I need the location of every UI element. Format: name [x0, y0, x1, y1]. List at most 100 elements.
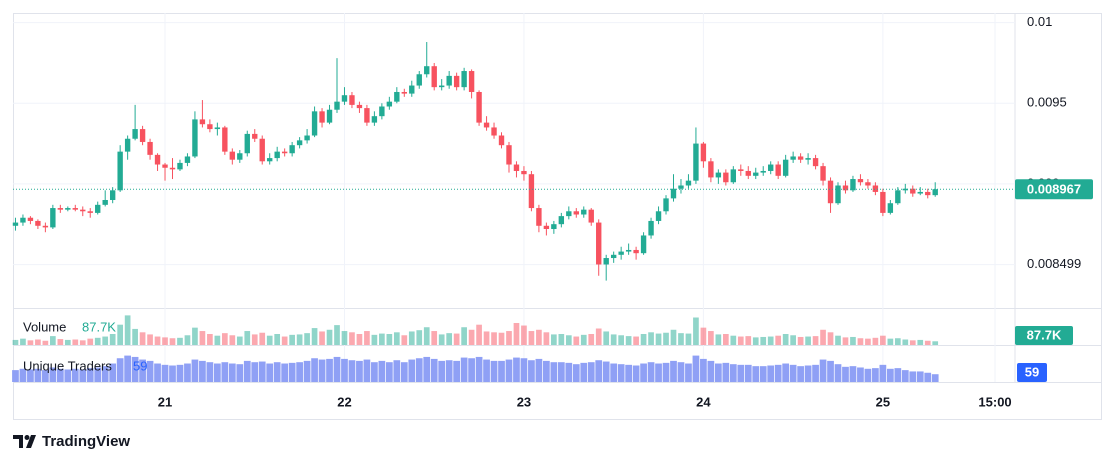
traders-bar [505, 359, 513, 382]
traders-bar [752, 366, 760, 382]
volume-bar [42, 340, 49, 345]
candle-body [326, 109, 333, 123]
candle-body [521, 170, 527, 175]
chart-frame [13, 13, 1102, 420]
traders-bar [812, 364, 819, 382]
candle-body [700, 143, 707, 162]
traders-bar [400, 362, 408, 382]
candle-body [57, 208, 64, 210]
traders-bar [483, 359, 490, 382]
candle-body [319, 111, 325, 123]
volume-bar [640, 334, 647, 345]
logo [13, 435, 36, 448]
volume-bar [700, 327, 707, 345]
volume-bar [154, 336, 161, 345]
candle-body [528, 174, 535, 209]
candle-body [222, 127, 228, 152]
volume-bar [805, 336, 811, 345]
traders-bar [221, 362, 229, 382]
volume-bar [603, 331, 610, 345]
volume-legend-value: 87.7K [82, 319, 116, 334]
candle-body [42, 225, 49, 228]
traders-bar [662, 362, 670, 382]
candle-body [65, 208, 71, 210]
volume-bar [580, 334, 587, 345]
traders-bar [894, 368, 902, 382]
candle-body [506, 145, 512, 165]
candle-body [812, 158, 819, 167]
volume-bar [266, 335, 273, 345]
traders-bar [288, 362, 296, 382]
candle-body [670, 188, 677, 199]
y-tick-label: 0.008499 [1027, 256, 1081, 271]
volume-bar [79, 340, 86, 345]
candle-body [177, 162, 183, 170]
volume-bar [386, 334, 393, 345]
traders-bar [273, 362, 281, 382]
candle-body [461, 71, 467, 88]
traders-bar [453, 360, 461, 382]
traders-bar [460, 357, 468, 382]
traders-bar [415, 358, 423, 382]
traders-bar [700, 358, 707, 382]
volume-bar [162, 337, 168, 345]
traders-bar [296, 362, 303, 382]
candle-body [237, 153, 243, 160]
candle-body [513, 164, 520, 171]
volume-bar [565, 335, 572, 345]
candle-body [820, 166, 826, 181]
volume-bar [259, 332, 266, 345]
volume-bar [573, 336, 580, 345]
candle-body [416, 74, 422, 86]
volume-bar [887, 338, 894, 345]
candle-body [334, 101, 340, 110]
candle-body [745, 170, 751, 176]
volume-bar [670, 329, 677, 345]
candle-body [446, 75, 452, 86]
traders-bar [543, 360, 550, 382]
traders-bar [333, 356, 341, 382]
volume-bar [745, 336, 752, 345]
candle-body [895, 190, 901, 204]
traders-bar [154, 363, 161, 382]
candle-body [184, 156, 191, 163]
candle-body [311, 111, 318, 136]
volume-bar [715, 334, 722, 345]
traders-bar [438, 360, 446, 382]
traders-bar [857, 367, 864, 382]
volume-bar [782, 334, 789, 345]
candle-body [274, 151, 280, 159]
volume-bar [207, 334, 213, 345]
x-tick-label: 25 [876, 394, 890, 409]
traders-bar [176, 364, 184, 382]
traders-bar [647, 362, 655, 382]
candle-body [139, 129, 146, 142]
traders-bar [94, 367, 102, 382]
candle-body [842, 185, 849, 191]
volume-bar [894, 338, 901, 345]
volume-bar [498, 332, 505, 345]
traders-bar [550, 362, 558, 382]
volume-bar [311, 328, 318, 345]
traders-bar [341, 358, 348, 382]
candle-body [468, 71, 475, 92]
candle-body [566, 211, 572, 217]
volume-value-label: 87.7K [1027, 327, 1062, 342]
candle-body [132, 129, 138, 139]
volume-bar [147, 334, 153, 345]
traders-bar [498, 360, 505, 382]
volume-bar [857, 338, 864, 345]
volume-bar [438, 334, 445, 345]
volume-bar [685, 333, 692, 345]
candle-body [865, 182, 871, 186]
x-tick-label: 24 [696, 394, 711, 409]
candle-body [917, 191, 923, 194]
volume-bar [364, 331, 370, 345]
traders-bar [804, 365, 812, 382]
traders-bar [423, 356, 431, 382]
traders-bar [228, 363, 236, 382]
traders-bar [56, 368, 64, 382]
volume-bar [72, 339, 79, 345]
candle-body [80, 209, 86, 212]
volume-bar [184, 335, 191, 345]
